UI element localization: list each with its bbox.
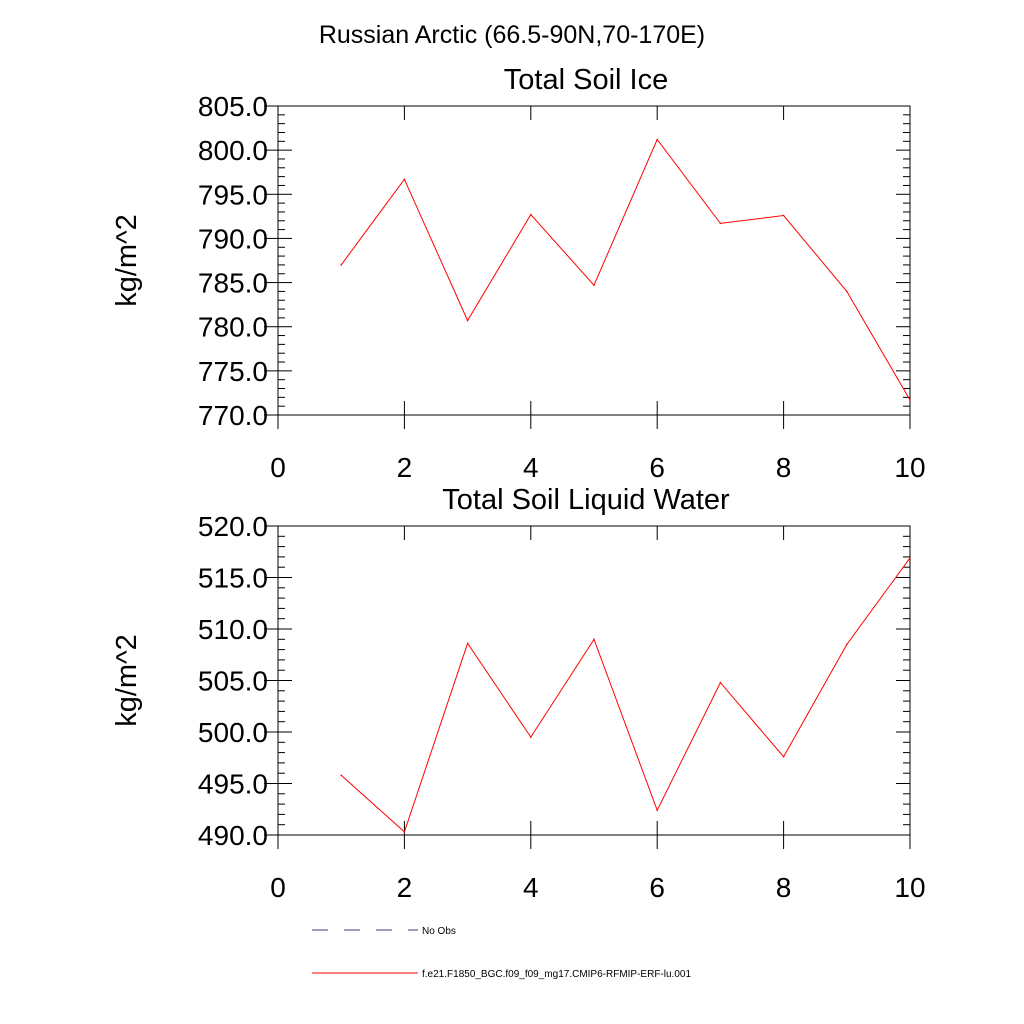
y-tick-label: 515.0	[198, 563, 268, 594]
y-axis-label: kg/m^2	[111, 214, 143, 307]
panel-title: Total Soil Ice	[504, 64, 668, 96]
x-tick-label: 2	[397, 452, 413, 483]
x-tick-label: 2	[397, 872, 413, 903]
data-point	[909, 557, 911, 559]
x-tick-label: 0	[270, 872, 286, 903]
x-tick-label: 6	[649, 872, 665, 903]
x-tick-label: 8	[776, 452, 792, 483]
data-point	[909, 399, 911, 401]
panel-title: Total Soil Liquid Water	[442, 484, 730, 516]
legend-label: f.e21.F1850_BGC.f09_f09_mg17.CMIP6-RFMIP…	[422, 969, 691, 980]
legend-label: No Obs	[422, 926, 456, 937]
y-tick-label: 770.0	[198, 400, 268, 431]
data-point	[593, 638, 595, 641]
y-tick-label: 500.0	[198, 717, 268, 748]
data-point	[593, 284, 595, 287]
data-point	[403, 178, 406, 181]
data-point	[466, 642, 469, 645]
series-line	[340, 138, 911, 401]
y-tick-label: 800.0	[198, 135, 268, 166]
data-point	[466, 319, 469, 322]
data-point	[530, 213, 532, 216]
data-point	[719, 681, 722, 684]
data-point	[846, 643, 848, 646]
x-tick-label: 10	[894, 452, 925, 483]
y-tick-label: 780.0	[198, 312, 268, 343]
x-tick-label: 8	[776, 872, 792, 903]
y-tick-label: 790.0	[198, 223, 268, 254]
data-point	[340, 774, 343, 777]
legend: No Obs f.e21.F1850_BGC.f09_f09_mg17.CMIP6…	[312, 926, 691, 980]
data-point	[719, 222, 722, 225]
data-point	[530, 736, 532, 738]
plot-frame	[277, 105, 911, 416]
y-axis-label: kg/m^2	[111, 634, 143, 727]
data-point	[340, 264, 343, 266]
y-tick-label: 805.0	[198, 91, 268, 122]
panel-total-soil-ice: 0 2 4 6 8 10 770.0 775.0 780.0 785.0 790.0 795.0 800…	[111, 64, 926, 483]
y-tick-label: 510.0	[198, 614, 268, 645]
x-tick-label: 6	[649, 452, 665, 483]
y-tick-label: 490.0	[198, 820, 268, 851]
data-point	[656, 138, 658, 141]
y-tick-label: 495.0	[198, 769, 268, 800]
figure-main-title: Russian Arctic (66.5-90N,70-170E)	[319, 21, 705, 49]
plot-frame	[277, 525, 911, 836]
x-tick-label: 0	[270, 452, 286, 483]
x-tick-label: 4	[523, 452, 539, 483]
y-tick-label: 505.0	[198, 666, 268, 697]
series-line	[340, 557, 911, 833]
data-point	[846, 290, 848, 293]
x-tick-label: 10	[894, 872, 925, 903]
x-tick-label: 4	[523, 872, 539, 903]
y-tick-label: 520.0	[198, 511, 268, 542]
data-point	[782, 755, 785, 758]
y-tick-label: 785.0	[198, 268, 268, 299]
data-point	[782, 214, 785, 217]
data-point	[656, 809, 658, 812]
panel-total-soil-liquid-water: 0 2 4 6 8 10 490.0 495.0 500.0 505.0 510.0 515.0 520…	[111, 484, 926, 903]
y-tick-label: 775.0	[198, 356, 268, 387]
y-tick-label: 795.0	[198, 179, 268, 210]
data-point	[403, 831, 406, 833]
